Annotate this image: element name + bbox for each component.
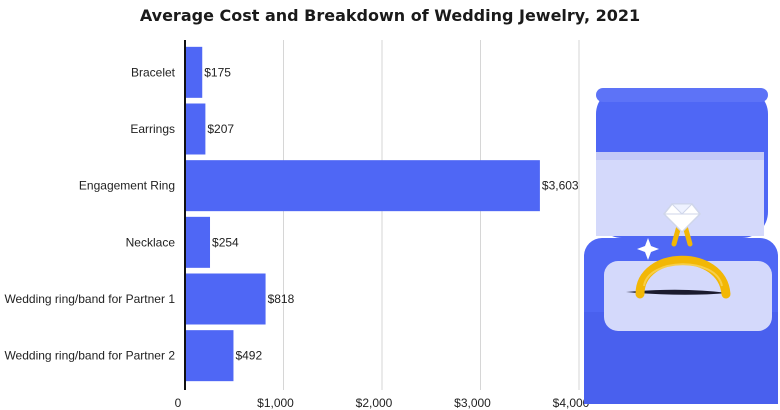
data-label: $492 [235, 349, 262, 363]
x-tick-label: $2,000 [356, 396, 393, 410]
x-tick-labels: 0 $1,000 $2,000 $3,000 $4,000 [175, 396, 590, 410]
data-label: $818 [268, 292, 295, 306]
data-label: $3,603 [542, 179, 579, 193]
category-labels: Bracelet Earrings Engagement Ring Necklace W… [4, 65, 175, 362]
bar [185, 330, 234, 382]
lid-lining-shade [596, 152, 764, 160]
data-label: $175 [204, 65, 231, 79]
ring-band [635, 255, 731, 299]
grid-lines [283, 40, 580, 390]
bar [185, 216, 211, 268]
ring-band-shine [643, 263, 723, 287]
value-labels: $175 $207 $3,603 $254 $818 $492 [204, 65, 579, 362]
ring-box-icon [584, 88, 778, 404]
bar [185, 160, 540, 212]
category-label: Necklace [126, 235, 176, 249]
diamond [662, 203, 702, 234]
ring-slot [626, 289, 728, 295]
data-label: $254 [212, 235, 239, 249]
category-label: Engagement Ring [79, 179, 175, 193]
lid-highlight [596, 88, 768, 102]
diamond-facet [670, 203, 694, 215]
bar [185, 46, 203, 98]
x-tick-label: $1,000 [257, 396, 294, 410]
x-tick-label: 0 [175, 396, 182, 410]
chart-title: Average Cost and Breakdown of Wedding Je… [139, 6, 641, 25]
bar [185, 103, 206, 155]
category-label: Earrings [130, 122, 175, 136]
sparkle [637, 238, 659, 260]
x-tick-label: $4,000 [553, 396, 590, 410]
box-cushion [604, 261, 772, 331]
category-label: Bracelet [131, 65, 176, 79]
category-label: Wedding ring/band for Partner 2 [4, 349, 175, 363]
x-tick-label: $3,000 [454, 396, 491, 410]
bars [185, 46, 540, 382]
bar [185, 273, 266, 325]
category-label: Wedding ring/band for Partner 1 [4, 292, 175, 306]
data-label: $207 [207, 122, 234, 136]
